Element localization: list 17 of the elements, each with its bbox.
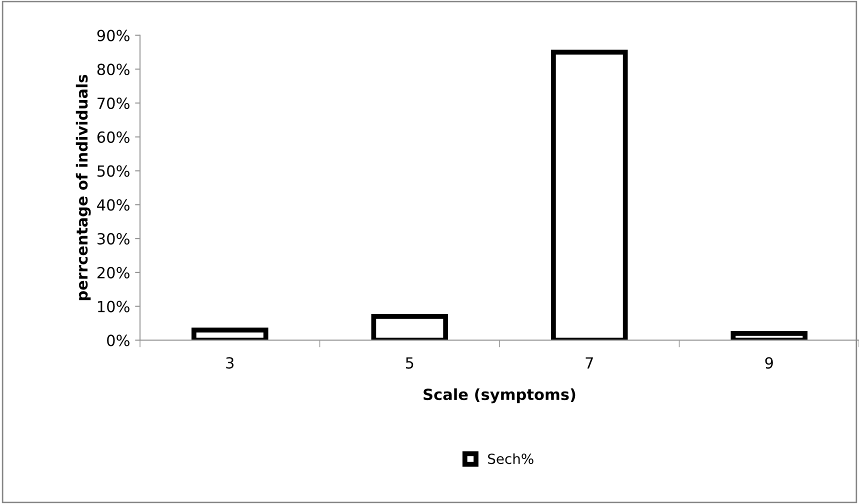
x-tick-label: 3 (226, 357, 234, 369)
y-axis-title: perrcentage of individuals (76, 74, 91, 300)
x-axis-title: Scale (symptoms) (424, 388, 576, 404)
y-tick-label: 0% (107, 334, 130, 346)
y-tick-label: 40% (97, 199, 130, 211)
y-tick-label: 10% (98, 300, 130, 312)
y-tick-label: 50% (98, 165, 130, 177)
y-tick-label: 80% (97, 64, 130, 76)
x-tick-label: 5 (406, 357, 414, 369)
y-tick-label: 60% (97, 131, 130, 143)
y-tick-label: 30% (98, 233, 130, 245)
x-tick-label: 7 (586, 357, 593, 368)
x-tick-label: 9 (765, 357, 773, 369)
y-tick-label: 90% (97, 30, 130, 42)
y-tick-label: 20% (97, 266, 130, 278)
legend-label: Sech% (488, 453, 534, 464)
y-tick-label: 70% (98, 98, 130, 110)
